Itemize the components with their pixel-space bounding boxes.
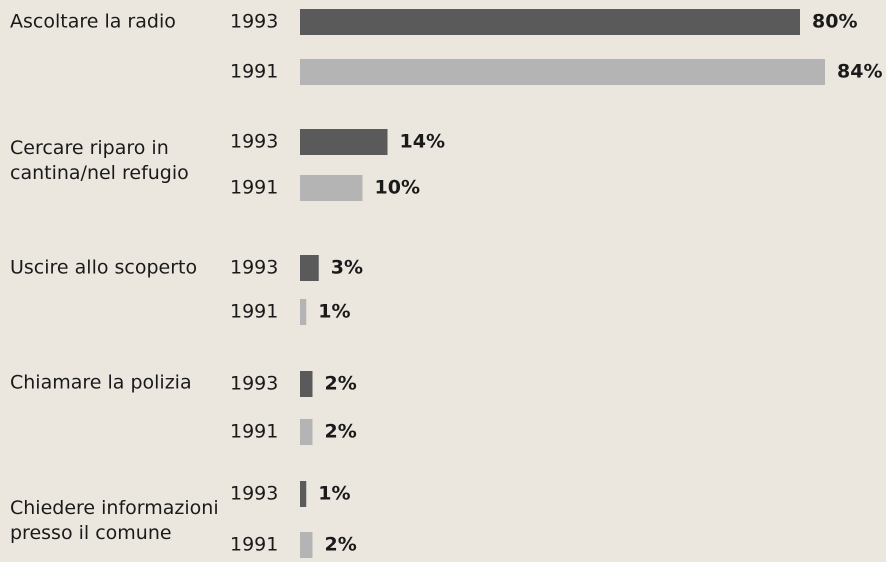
value-label: 1% (318, 483, 350, 505)
series-year-label: 1993 (230, 373, 278, 395)
series-year-label: 1991 (230, 301, 278, 323)
series-year-label: 1991 (230, 61, 278, 83)
bar (300, 481, 307, 507)
bar (300, 9, 800, 35)
series-year-label: 1991 (230, 177, 278, 199)
category-label: Cercare riparo in cantina/nel refugio (10, 137, 189, 184)
category-label: Chiedere informazioni presso il comune (10, 497, 219, 544)
bar (300, 255, 319, 281)
value-label: 10% (375, 177, 420, 199)
series-year-label: 1991 (230, 534, 278, 556)
value-label: 14% (400, 131, 445, 153)
category-label: Uscire allo scoperto (10, 257, 197, 279)
value-label: 1% (318, 301, 350, 323)
bar (300, 371, 313, 397)
category-label: Chiamare la polizia (10, 372, 192, 394)
value-label: 84% (837, 61, 882, 83)
category-label: Ascoltare la radio (10, 11, 176, 33)
series-year-label: 1993 (230, 483, 278, 505)
value-label: 3% (331, 257, 363, 279)
series-year-label: 1993 (230, 11, 278, 33)
bar (300, 59, 825, 85)
value-label: 2% (325, 534, 357, 556)
bar (300, 532, 313, 558)
value-label: 2% (325, 373, 357, 395)
series-year-label: 1993 (230, 131, 278, 153)
value-label: 80% (812, 11, 857, 33)
bar (300, 129, 388, 155)
bar (300, 175, 363, 201)
bar (300, 299, 307, 325)
series-year-label: 1993 (230, 257, 278, 279)
series-year-label: 1991 (230, 421, 278, 443)
bar (300, 419, 313, 445)
value-label: 2% (325, 421, 357, 443)
